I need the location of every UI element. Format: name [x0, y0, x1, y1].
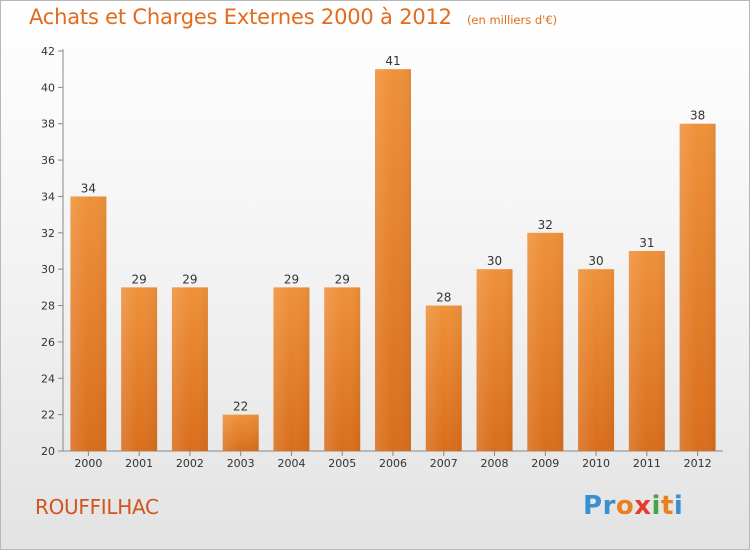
bar-shade [425, 305, 462, 451]
axes: 20 22 24 26 28 30 32 34 36 38 40 42 2000 2001 2002 2003… [41, 45, 723, 470]
bar-shade [121, 287, 158, 451]
x-tick-label: 2007 [430, 457, 458, 470]
bar-value-label: 29 [284, 272, 299, 286]
bar-value-label: 31 [639, 236, 654, 250]
x-tick-label: 2005 [328, 457, 356, 470]
bar-shade [578, 269, 615, 451]
chart-title: Achats et Charges Externes 2000 à 2012 [29, 5, 452, 29]
logo-letter: P [583, 491, 603, 521]
x-tick-label: 2001 [125, 457, 153, 470]
proxiti-logo[interactable]: Proxiti [583, 491, 683, 521]
bar-shade [324, 287, 361, 451]
bar-shade [476, 269, 513, 451]
bar-value-label: 29 [182, 272, 197, 286]
y-tick-label: 30 [41, 263, 55, 276]
bar-value-label: 41 [385, 54, 400, 68]
bar-value-label: 30 [487, 254, 502, 268]
logo-letter: r [602, 491, 616, 521]
x-tick-label: 2012 [684, 457, 712, 470]
x-tick-label: 2000 [74, 457, 102, 470]
title-row: Achats et Charges Externes 2000 à 2012 (… [29, 5, 557, 29]
y-tick-label: 20 [41, 445, 55, 458]
y-tick-label: 24 [41, 372, 55, 385]
x-tick-label: 2009 [531, 457, 559, 470]
y-tick-label: 36 [41, 154, 55, 167]
logo-letter: o [615, 491, 635, 521]
x-tick-label: 2008 [481, 457, 509, 470]
commune-name: ROUFFILHAC [35, 495, 159, 519]
x-tick-label: 2006 [379, 457, 407, 470]
y-tick-label: 40 [41, 81, 55, 94]
y-tick-label: 32 [41, 227, 55, 240]
x-tick-label: 2004 [277, 457, 305, 470]
logo-letter: i [673, 491, 684, 521]
x-tick-label: 2010 [582, 457, 610, 470]
bar-shade [222, 414, 259, 451]
bar-shade [171, 287, 208, 451]
bar-shade [679, 123, 716, 452]
y-tick-label: 22 [41, 409, 55, 422]
bar-value-label: 29 [132, 272, 147, 286]
bar-value-label: 22 [233, 400, 248, 414]
y-tick-label: 42 [41, 45, 55, 58]
logo-letter: t [660, 491, 674, 521]
bar-value-label: 29 [335, 272, 350, 286]
bar-value-label: 34 [81, 181, 96, 195]
bar-shade [273, 287, 310, 451]
y-tick-label: 38 [41, 118, 55, 131]
x-tick-label: 2002 [176, 457, 204, 470]
chart-subtitle: (en milliers d'€) [466, 13, 558, 27]
logo-letter: i [651, 491, 661, 521]
x-tick-label: 2011 [633, 457, 661, 470]
x-tick-label: 2003 [227, 457, 255, 470]
logo-letter: x [634, 491, 652, 521]
bar-shade [628, 251, 665, 451]
bar-value-label: 38 [690, 109, 705, 123]
bar-value-label: 32 [538, 218, 553, 232]
y-tick-label: 26 [41, 336, 55, 349]
bar-shade [70, 196, 107, 451]
bar-value-label: 30 [588, 254, 603, 268]
y-tick-label: 28 [41, 300, 55, 313]
labels: 34 29 29 22 29 29 41 28 30 32 30 31 38 [81, 54, 706, 413]
bar-value-label: 28 [436, 291, 451, 305]
bar-shade [527, 232, 564, 451]
bars [70, 69, 716, 452]
bar-shade [375, 69, 411, 451]
y-tick-label: 34 [41, 190, 55, 203]
